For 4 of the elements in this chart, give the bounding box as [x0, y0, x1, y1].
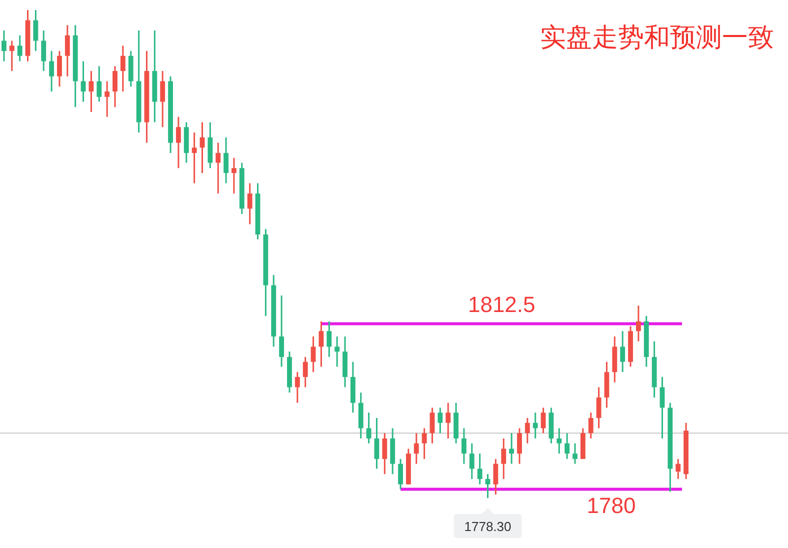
- annotation: 1778.30: [464, 519, 512, 534]
- title: 实盘走势和预测一致: [540, 22, 774, 52]
- annotation: 1812.5: [468, 292, 536, 317]
- annotation: 1780: [586, 493, 636, 518]
